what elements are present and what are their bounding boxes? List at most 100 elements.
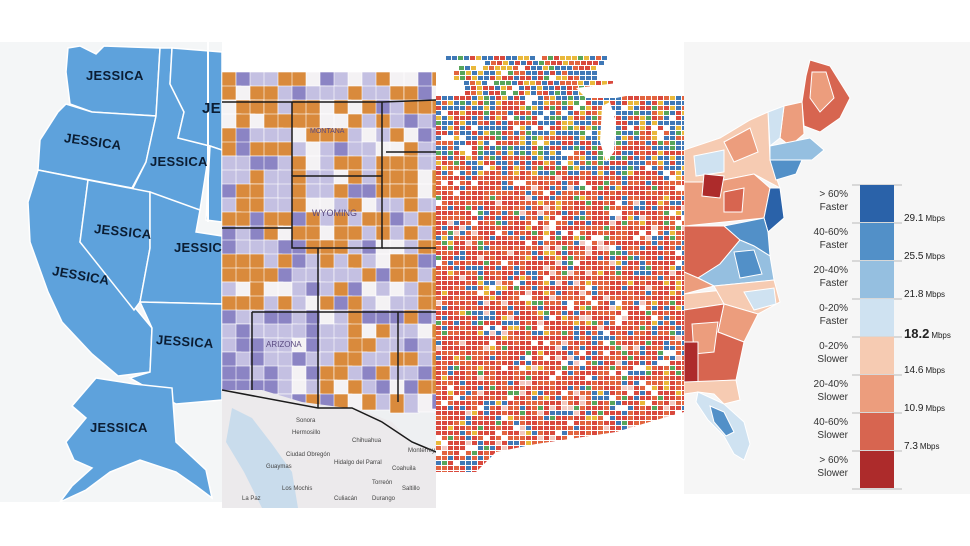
grid-tile xyxy=(436,276,441,280)
grid-tile xyxy=(520,171,525,175)
grid-tile xyxy=(550,241,555,245)
grid-tile xyxy=(586,151,591,155)
grid-tile xyxy=(532,171,537,175)
grid-tile xyxy=(490,316,495,320)
grid-tile xyxy=(472,356,477,360)
county-cell xyxy=(222,309,238,325)
grid-tile xyxy=(508,341,513,345)
grid-tile xyxy=(562,166,567,170)
grid-tile xyxy=(658,111,663,115)
county-cell xyxy=(222,155,238,172)
grid-tile xyxy=(460,366,465,370)
grid-tile xyxy=(622,341,627,345)
grid-tile xyxy=(652,341,657,345)
grid-tile xyxy=(442,216,447,220)
grid-tile xyxy=(532,211,537,215)
grid-tile xyxy=(532,121,537,125)
grid-tile xyxy=(586,431,591,435)
grid-tile xyxy=(568,211,573,215)
grid-tile xyxy=(598,251,603,255)
grid-tile xyxy=(616,161,621,165)
grid-tile xyxy=(586,411,591,415)
grid-tile xyxy=(640,226,645,230)
grid-tile xyxy=(634,281,639,285)
grid-tile xyxy=(646,371,651,375)
grid-tile xyxy=(442,116,447,120)
grid-tile xyxy=(682,136,684,140)
grid-tile xyxy=(478,181,483,185)
grid-tile xyxy=(652,151,657,155)
grid-tile xyxy=(664,226,669,230)
grid-tile xyxy=(568,316,573,320)
grid-tile xyxy=(676,386,681,390)
grid-tile xyxy=(586,141,591,145)
county-cell xyxy=(431,169,436,190)
grid-tile xyxy=(502,291,507,295)
grid-tile xyxy=(520,156,525,160)
grid-tile xyxy=(610,286,615,290)
grid-tile xyxy=(652,106,657,110)
grid-tile xyxy=(478,116,483,120)
grid-tile xyxy=(520,161,525,165)
legend-swatch xyxy=(860,337,894,374)
grid-tile xyxy=(670,96,675,100)
grid-tile xyxy=(568,361,573,365)
grid-tile xyxy=(664,326,669,330)
grid-tile xyxy=(454,291,459,295)
grid-tile xyxy=(658,216,663,220)
grid-tile xyxy=(544,436,549,440)
grid-tile xyxy=(640,291,645,295)
grid-tile xyxy=(454,421,459,425)
grid-tile xyxy=(542,81,547,85)
grid-tile xyxy=(556,201,561,205)
grid-tile xyxy=(478,411,483,415)
grid-tile xyxy=(550,311,555,315)
grid-tile xyxy=(562,141,567,145)
grid-tile xyxy=(580,176,585,180)
grid-tile xyxy=(598,301,603,305)
grid-tile xyxy=(634,171,639,175)
grid-tile xyxy=(568,376,573,380)
grid-tile xyxy=(466,451,471,455)
grid-tile xyxy=(616,96,621,100)
grid-tile xyxy=(640,396,645,400)
grid-tile xyxy=(544,256,549,260)
grid-tile xyxy=(478,256,483,260)
legend-category: 20-40% Faster xyxy=(813,265,848,289)
grid-tile xyxy=(610,331,615,335)
grid-tile xyxy=(682,386,684,390)
grid-tile xyxy=(496,186,501,190)
grid-tile xyxy=(592,381,597,385)
grid-tile xyxy=(514,266,519,270)
grid-tile xyxy=(580,331,585,335)
grid-tile xyxy=(592,246,597,250)
county-cell xyxy=(375,211,393,229)
grid-tile xyxy=(616,246,621,250)
grid-tile xyxy=(598,421,603,425)
grid-tile xyxy=(490,106,495,110)
grid-tile xyxy=(568,191,573,195)
grid-tile xyxy=(490,421,495,425)
grid-tile xyxy=(586,146,591,150)
grid-tile xyxy=(664,201,669,205)
grid-tile xyxy=(568,261,573,265)
grid-tile xyxy=(485,61,490,65)
grid-tile xyxy=(550,346,555,350)
grid-tile xyxy=(490,176,495,180)
grid-tile xyxy=(472,121,477,125)
grid-tile xyxy=(472,376,477,380)
grid-tile xyxy=(586,406,591,410)
grid-tile xyxy=(556,306,561,310)
grid-tile xyxy=(646,191,651,195)
grid-tile xyxy=(682,261,684,265)
grid-tile xyxy=(592,126,597,130)
grid-tile xyxy=(670,146,675,150)
grid-tile xyxy=(568,96,573,100)
grid-tile xyxy=(550,236,555,240)
grid-tile xyxy=(508,386,513,390)
grid-tile xyxy=(478,396,483,400)
grid-tile xyxy=(682,166,684,170)
grid-tile xyxy=(544,386,549,390)
grid-tile xyxy=(628,146,633,150)
grid-tile xyxy=(658,396,663,400)
